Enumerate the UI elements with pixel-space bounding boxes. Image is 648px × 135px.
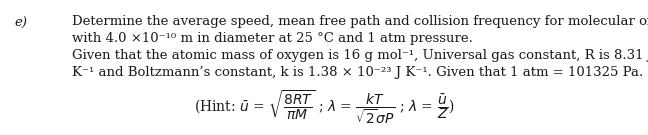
Text: e): e): [14, 17, 27, 30]
Text: K⁻¹ and Boltzmann’s constant, k is 1.38 × 10⁻²³ J K⁻¹. Given that 1 atm = 101325: K⁻¹ and Boltzmann’s constant, k is 1.38 …: [72, 66, 643, 79]
Text: (Hint: $\bar{u}$ = $\sqrt{\dfrac{8RT}{\pi M}}$ ; $\lambda$ = $\dfrac{kT}{\sqrt{2: (Hint: $\bar{u}$ = $\sqrt{\dfrac{8RT}{\p…: [194, 88, 454, 126]
Text: with 4.0 ×10⁻¹⁰ m in diameter at 25 °C and 1 atm pressure.: with 4.0 ×10⁻¹⁰ m in diameter at 25 °C a…: [72, 32, 473, 45]
Text: Determine the average speed, mean free path and collision frequency for molecula: Determine the average speed, mean free p…: [72, 15, 648, 28]
Text: Given that the atomic mass of oxygen is 16 g mol⁻¹, Universal gas constant, R is: Given that the atomic mass of oxygen is …: [72, 49, 648, 62]
